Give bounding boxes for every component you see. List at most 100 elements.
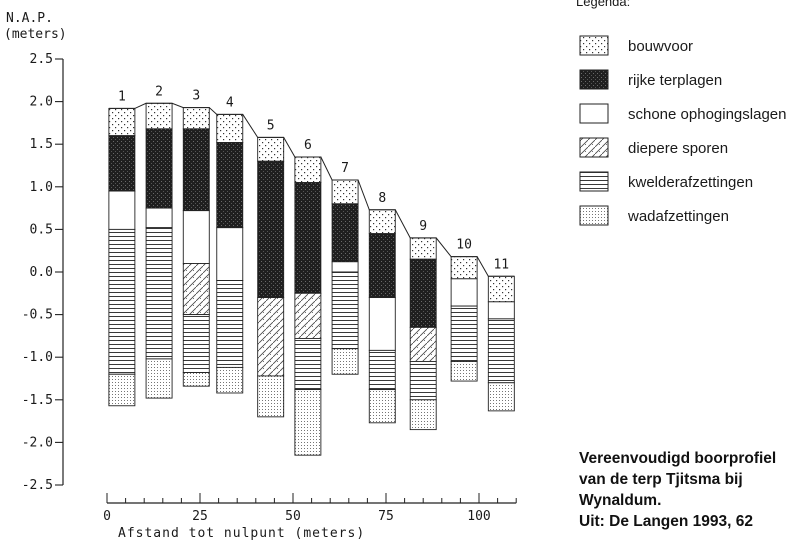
layer-wad xyxy=(108,373,136,407)
layer-schone xyxy=(216,227,244,281)
x-tick-label: 75 xyxy=(378,509,394,524)
layer-bouwvoor xyxy=(450,256,478,280)
layer-rijke xyxy=(409,258,437,328)
legend-item-wad: wadafzettingen xyxy=(579,205,729,226)
layer-wad xyxy=(257,375,285,418)
layer-diepere xyxy=(257,297,285,377)
profile-7: 7 xyxy=(331,161,359,375)
legend-swatch xyxy=(579,35,609,56)
legend-title: Legenda: xyxy=(576,0,630,9)
y-axis-title-line1: N.A.P. xyxy=(6,11,53,26)
y-tick-label: -1.0 xyxy=(22,350,53,365)
legend-item-schone: schone ophogingslagen xyxy=(579,103,786,124)
legend-item-rijke: rijke terplagen xyxy=(579,69,722,90)
layer-diepere xyxy=(182,263,210,316)
y-axis: 2.5 2.0 1.5 1.0 0.5 0.0 -0.5 -1.0 -1.5 -2.0 -2.5 xyxy=(22,52,64,493)
layer-bouwvoor xyxy=(257,136,285,162)
layer-kwelder xyxy=(331,271,359,350)
y-axis-title-line2: (meters) xyxy=(4,27,67,42)
caption-line-3: Wynaldum. xyxy=(579,492,662,509)
layer-wad xyxy=(409,399,437,431)
layer-schone xyxy=(450,278,478,307)
layer-kwelder xyxy=(145,227,173,360)
legend-label: wadafzettingen xyxy=(627,208,729,225)
y-tick-label: 0.0 xyxy=(30,265,53,280)
legend-label: schone ophogingslagen xyxy=(628,106,786,123)
layer-rijke xyxy=(216,142,244,229)
layer-schone xyxy=(182,210,210,264)
x-axis-title: Afstand tot nulpunt (meters) xyxy=(118,526,365,541)
layer-schone xyxy=(145,207,173,229)
layer-bouwvoor xyxy=(216,113,244,143)
layer-wad xyxy=(145,358,173,399)
legend-item-bouwvoor: bouwvoor xyxy=(579,35,693,56)
layer-diepere xyxy=(409,326,437,362)
profile-label: 9 xyxy=(419,219,427,234)
layer-schone xyxy=(368,297,396,351)
caption-line-1: Vereenvoudigd boorprofiel xyxy=(579,450,777,467)
layer-kwelder xyxy=(108,228,136,375)
layer-schone xyxy=(108,190,136,230)
layer-rijke xyxy=(145,128,173,209)
profile-label: 7 xyxy=(341,161,349,176)
legend-item-kwelder: kwelderafzettingen xyxy=(579,171,753,192)
profile-1: 1 xyxy=(108,89,136,407)
x-tick-label: 50 xyxy=(285,509,301,524)
caption-line-2: van de terp Tjitsma bij xyxy=(579,471,743,488)
layer-bouwvoor xyxy=(409,237,437,260)
y-tick-label: 2.5 xyxy=(30,52,53,67)
legend-label: bouwvoor xyxy=(628,38,693,55)
profile-2: 2 xyxy=(145,84,173,399)
caption-line-4: Uit: De Langen 1993, 62 xyxy=(579,513,754,530)
y-tick-label: -0.5 xyxy=(22,308,53,323)
layer-diepere xyxy=(294,292,322,339)
legend: bouwvoor rijke terplagen schone ophogingsl… xyxy=(579,35,786,226)
legend-swatch xyxy=(579,69,609,90)
layer-bouwvoor xyxy=(108,107,136,137)
profile-4: 4 xyxy=(216,95,244,394)
profile-10: 10 xyxy=(450,238,478,382)
y-tick-label: -1.5 xyxy=(22,393,53,408)
y-tick-label: 2.0 xyxy=(30,95,53,110)
y-tick-label: -2.5 xyxy=(22,478,53,493)
profile-9: 9 xyxy=(409,219,437,431)
layer-bouwvoor xyxy=(294,156,322,183)
layer-kwelder xyxy=(450,305,478,362)
x-tick-label: 25 xyxy=(192,509,208,524)
layer-schone xyxy=(487,301,515,320)
layer-kwelder xyxy=(487,318,515,384)
layer-rijke xyxy=(331,203,359,263)
layer-wad xyxy=(487,382,515,412)
x-axis: 0 25 50 75 100 xyxy=(103,493,517,524)
layer-rijke xyxy=(294,182,322,294)
y-tick-label: -2.0 xyxy=(22,435,53,450)
legend-label: rijke terplagen xyxy=(628,72,722,89)
profile-label: 10 xyxy=(456,238,472,253)
layer-wad xyxy=(182,372,210,387)
layer-wad xyxy=(331,348,359,375)
surface-line xyxy=(108,102,515,277)
legend-swatch xyxy=(579,171,609,192)
layer-wad xyxy=(216,366,244,394)
profile-label: 3 xyxy=(192,89,200,104)
y-tick-label: 0.5 xyxy=(30,222,53,237)
layer-kwelder xyxy=(294,338,322,391)
legend-label: diepere sporen xyxy=(628,140,728,157)
layer-rijke xyxy=(182,128,210,212)
x-tick-label: 0 xyxy=(103,509,111,524)
layer-wad xyxy=(368,389,396,424)
legend-item-diepere: diepere sporen xyxy=(579,137,728,158)
x-tick-label: 100 xyxy=(467,509,490,524)
profile-label: 11 xyxy=(493,257,509,272)
profiles: 1 2 3 4 5 6 7 8 9 10 11 xyxy=(108,84,515,456)
layer-kwelder xyxy=(368,349,396,391)
profile-11: 11 xyxy=(487,257,515,412)
layer-wad xyxy=(450,361,478,382)
profile-label: 5 xyxy=(267,118,275,133)
profile-8: 8 xyxy=(368,191,396,424)
profile-label: 4 xyxy=(226,95,234,110)
legend-label: kwelderafzettingen xyxy=(628,174,753,191)
layer-kwelder xyxy=(182,314,210,373)
figure-caption: Vereenvoudigd boorprofiel van de terp Tj… xyxy=(579,448,799,532)
